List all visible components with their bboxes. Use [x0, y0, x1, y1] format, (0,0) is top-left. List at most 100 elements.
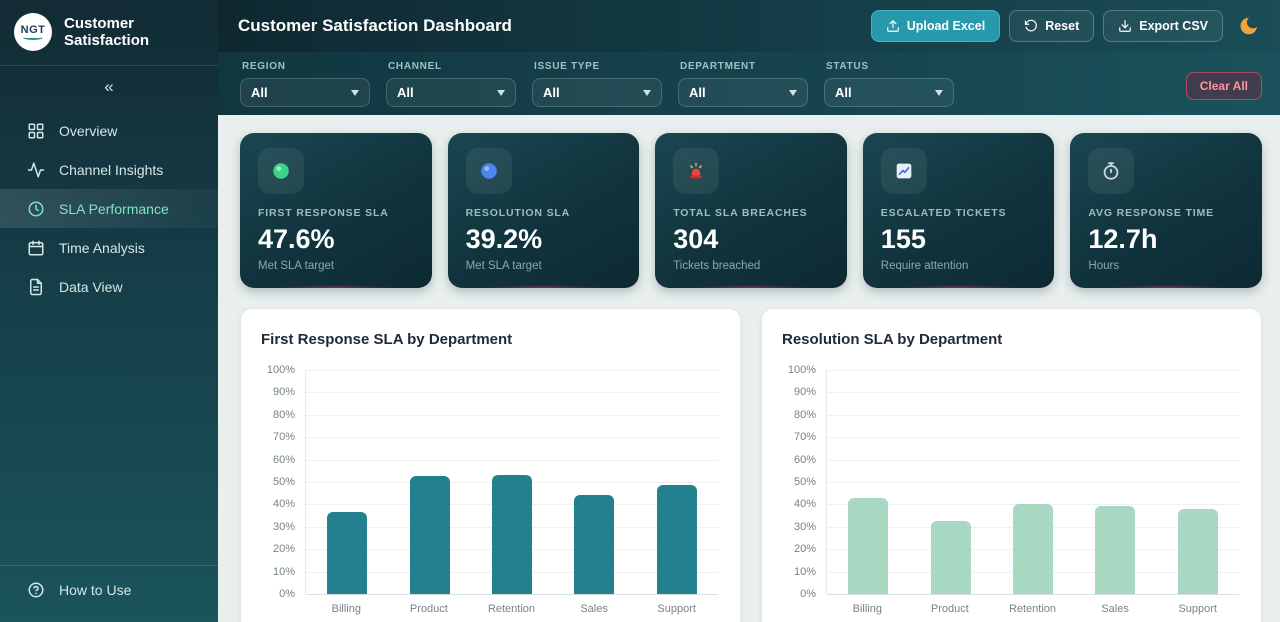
activity-icon	[27, 161, 45, 179]
sidebar-item-data-view[interactable]: Data View	[0, 267, 218, 306]
sidebar-item-sla-performance[interactable]: SLA Performance	[0, 189, 218, 228]
x-axis-label: Support	[1178, 603, 1217, 615]
region-select[interactable]: All	[240, 78, 370, 107]
chart-up-icon	[893, 160, 915, 182]
gridline	[827, 370, 1239, 371]
sidebar-item-label: Channel Insights	[59, 161, 164, 178]
question-icon	[27, 581, 45, 599]
y-axis-tick-label: 70%	[272, 431, 295, 444]
download-icon	[1118, 19, 1132, 33]
bar-sales[interactable]	[1095, 505, 1136, 594]
bar-slot	[388, 370, 470, 594]
bar-slot	[992, 370, 1074, 594]
kpi-label: ESCALATED TICKETS	[880, 207, 1007, 219]
kpi-value: 155	[880, 224, 926, 254]
y-axis-tick-label: 10%	[793, 565, 816, 578]
chevron-down-icon	[789, 89, 797, 96]
bar-slot	[909, 370, 991, 594]
x-axis-label: Product	[930, 603, 969, 615]
filter-label: ISSUE TYPE	[534, 61, 600, 72]
kpi-label: FIRST RESPONSE SLA	[258, 207, 389, 219]
department-select[interactable]: All	[678, 78, 808, 107]
chart-title: First Response SLA by Department	[261, 331, 513, 348]
bar-product[interactable]	[930, 521, 971, 594]
sidebar-item-how-to-use[interactable]: How to Use	[0, 566, 218, 614]
chart-title: Resolution SLA by Department	[782, 331, 1003, 348]
sidebar-item-time-analysis[interactable]: Time Analysis	[0, 228, 218, 267]
kpi-value: 39.2%	[465, 224, 543, 254]
brand: NGT Customer Satisfaction	[0, 0, 218, 65]
y-axis-tick-label: 70%	[793, 431, 816, 444]
calendar-icon	[27, 239, 45, 257]
gridline	[827, 414, 1239, 416]
gridline	[306, 392, 718, 394]
plot-area	[305, 370, 718, 595]
issue-type-select[interactable]: All	[532, 78, 662, 107]
y-axis-tick-label: 60%	[272, 453, 295, 466]
y-axis-tick-label: 80%	[272, 408, 295, 421]
bar-support[interactable]	[656, 485, 697, 594]
filter-bar: REGION All CHANNEL All ISSUE TYPE All DE…	[218, 52, 1280, 115]
sidebar-item-label: SLA Performance	[59, 200, 169, 217]
bar-retention[interactable]	[492, 475, 533, 594]
bar-slot	[1157, 370, 1239, 594]
brand-logo-swoosh	[23, 35, 43, 40]
chart-card-first-response: First Response SLA by Department 100% 90%…	[240, 308, 741, 622]
bar-retention[interactable]	[1013, 504, 1054, 594]
kpi-value: 47.6%	[258, 224, 335, 254]
green-circle-icon	[270, 160, 292, 182]
reset-label: Reset	[1045, 19, 1080, 33]
upload-excel-label: Upload Excel	[906, 19, 986, 33]
filter-channel: CHANNEL All	[386, 61, 516, 107]
grid-icon	[27, 122, 45, 140]
bar-sales[interactable]	[574, 495, 615, 594]
filter-status: STATUS All	[824, 61, 954, 107]
gridline	[306, 414, 718, 416]
bar-slot	[471, 370, 553, 594]
clear-all-button[interactable]: Clear All	[1185, 72, 1262, 100]
y-axis-tick-label: 50%	[272, 476, 295, 488]
x-axis: Billing Product Retention Sales Support	[826, 603, 1239, 615]
bar-product[interactable]	[409, 476, 450, 594]
clock-icon	[27, 200, 45, 218]
kpi-subtext: Hours	[1088, 260, 1120, 272]
reset-button[interactable]: Reset	[1009, 10, 1095, 42]
chevron-down-icon	[643, 89, 651, 96]
export-csv-label: Export CSV	[1139, 19, 1208, 33]
export-csv-button[interactable]: Export CSV	[1103, 10, 1223, 42]
bar-support[interactable]	[1177, 508, 1218, 594]
kpi-card-total-sla-breaches: TOTAL SLA BREACHES 304 Tickets breached	[655, 133, 847, 288]
sidebar-collapse-button[interactable]: «	[104, 77, 114, 96]
kpi-value: 304	[673, 224, 719, 254]
chart-card-resolution: Resolution SLA by Department 100% 90% 80% 7…	[761, 308, 1262, 622]
reset-icon	[1024, 19, 1038, 33]
main-area: Customer Satisfaction Dashboard Upload E…	[218, 0, 1280, 622]
sidebar-item-channel-insights[interactable]: Channel Insights	[0, 150, 218, 189]
sidebar-item-label: Data View	[59, 278, 123, 295]
y-axis-tick-label: 20%	[272, 543, 295, 556]
page-title: Customer Satisfaction Dashboard	[238, 16, 512, 35]
bar-billing[interactable]	[848, 497, 889, 594]
bar-slot	[827, 370, 909, 594]
kpi-card-resolution-sla: RESOLUTION SLA 39.2% Met SLA target	[447, 133, 640, 288]
charts-row: First Response SLA by Department 100% 90%…	[240, 308, 1262, 622]
status-select-value: All	[835, 85, 852, 100]
channel-select[interactable]: All	[386, 78, 516, 107]
y-axis-tick-label: 80%	[793, 408, 816, 421]
status-select[interactable]: All	[824, 78, 954, 107]
gridline	[306, 437, 718, 439]
filter-label: REGION	[242, 61, 286, 72]
channel-select-value: All	[397, 85, 414, 100]
kpi-label: RESOLUTION SLA	[465, 207, 571, 219]
bar-billing[interactable]	[327, 512, 368, 594]
y-axis-tick-label: 100%	[787, 364, 816, 376]
gridline	[827, 459, 1239, 461]
theme-toggle-button[interactable]	[1238, 14, 1262, 38]
upload-excel-button[interactable]: Upload Excel	[870, 10, 1001, 42]
x-axis-label: Sales	[1101, 603, 1129, 615]
sidebar-item-label: Overview	[59, 122, 118, 139]
issue-type-select-value: All	[543, 85, 560, 100]
bar-slot	[636, 370, 718, 594]
region-select-value: All	[251, 85, 268, 100]
sidebar-item-overview[interactable]: Overview	[0, 111, 218, 150]
